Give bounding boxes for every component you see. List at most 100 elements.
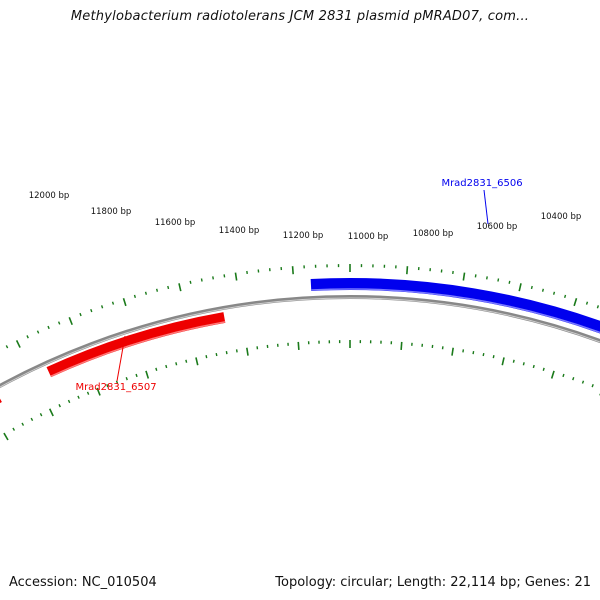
minor-tick <box>492 355 495 359</box>
gene-label[interactable]: Mrad2831_6506 <box>441 178 522 189</box>
scale-label-11200: 11200 bp <box>283 231 324 241</box>
minor-tick <box>532 364 535 369</box>
scale-label-11600: 11600 bp <box>155 218 196 228</box>
major-tick <box>122 298 127 307</box>
minor-tick <box>36 330 40 334</box>
minor-tick <box>79 312 82 317</box>
minor-tick <box>512 359 515 363</box>
major-tick <box>573 298 578 307</box>
minor-tick <box>100 305 104 309</box>
minor-tick <box>212 276 215 280</box>
major-tick <box>3 432 9 441</box>
minor-tick <box>542 367 545 371</box>
minor-tick <box>58 404 61 408</box>
minor-tick <box>585 301 589 305</box>
outer-tick-ring <box>5 264 600 349</box>
major-tick <box>234 272 238 281</box>
minor-tick <box>5 345 9 349</box>
minor-tick <box>21 422 25 426</box>
accession-text: Accession: NC_010504 <box>9 575 157 590</box>
gene-arrow[interactable] <box>0 392 2 480</box>
major-tick <box>501 357 505 366</box>
scale-label-11400: 11400 bp <box>219 226 260 236</box>
minor-tick <box>225 351 228 355</box>
major-tick <box>246 347 249 356</box>
minor-tick <box>581 380 585 384</box>
major-tick <box>15 340 21 348</box>
minor-tick <box>472 351 475 355</box>
minor-tick <box>175 362 178 366</box>
minor-tick <box>133 294 137 299</box>
minor-tick <box>552 291 556 295</box>
major-tick <box>462 272 466 281</box>
minor-tick <box>563 294 567 299</box>
minor-tick <box>522 362 525 366</box>
minor-tick <box>12 427 16 431</box>
gene-arrow[interactable] <box>46 312 226 378</box>
minor-tick <box>144 291 148 295</box>
minor-tick <box>115 380 119 384</box>
minor-tick <box>57 321 61 325</box>
gene-mrad2831-6506[interactable]: Mrad2831_6506 <box>310 178 600 344</box>
major-tick <box>68 317 73 326</box>
gene-arrow[interactable] <box>310 278 600 344</box>
major-tick <box>145 370 150 379</box>
major-tick <box>400 341 403 350</box>
scale-label-10800: 10800 bp <box>413 229 454 239</box>
inner-tick-ring <box>3 340 600 441</box>
minor-tick <box>485 276 488 280</box>
minor-tick <box>47 325 50 330</box>
minor-tick <box>106 384 109 388</box>
map-title: Methylobacterium radiotolerans JCM 2831 … <box>70 9 530 24</box>
major-tick <box>406 266 409 275</box>
minor-tick <box>111 301 115 305</box>
gene-label[interactable]: Mrad2831_6507 <box>75 382 156 393</box>
gene-label-leader <box>116 335 126 382</box>
major-tick <box>291 266 294 275</box>
minor-tick <box>155 367 158 371</box>
gene-mrad2831-6507[interactable]: Mrad2831_6507 <box>0 312 226 480</box>
minor-tick <box>86 391 90 395</box>
major-tick <box>96 387 101 396</box>
minor-tick <box>215 352 218 357</box>
scale-label-12000: 12000 bp <box>29 191 70 201</box>
minor-tick <box>90 308 93 313</box>
major-tick <box>451 347 454 356</box>
gene-arrow-highlight <box>50 321 226 377</box>
minor-tick <box>165 364 168 369</box>
minor-tick <box>155 288 159 292</box>
major-tick <box>48 408 54 417</box>
minor-tick <box>67 399 71 404</box>
minor-tick <box>167 285 170 290</box>
minor-tick <box>189 280 192 284</box>
minor-tick <box>185 359 188 363</box>
gene-arrow-highlight <box>311 288 600 334</box>
minor-tick <box>508 280 511 284</box>
minor-tick <box>541 288 545 292</box>
plasmid-backbone <box>0 295 600 389</box>
minor-tick <box>596 305 600 309</box>
minor-tick <box>482 352 485 357</box>
major-tick <box>297 341 300 350</box>
minor-tick <box>562 373 565 378</box>
scale-label-11800: 11800 bp <box>91 207 132 217</box>
major-tick <box>550 370 555 379</box>
minor-tick <box>572 377 575 381</box>
plasmid-backbone-highlight <box>0 297 600 388</box>
minor-tick <box>125 377 128 381</box>
scale-labels: 12000 bp 11800 bp 11600 bp 11400 bp 1120… <box>29 191 582 242</box>
minor-tick <box>497 278 500 282</box>
scale-label-10600: 10600 bp <box>477 222 518 232</box>
minor-tick <box>26 335 29 339</box>
minor-tick <box>200 278 203 282</box>
major-tick <box>195 357 199 366</box>
minor-tick <box>77 395 80 399</box>
minor-tick <box>205 355 208 359</box>
major-tick <box>518 283 522 292</box>
minor-tick <box>39 413 43 417</box>
major-tick <box>178 283 182 292</box>
minor-tick <box>30 417 34 422</box>
gene-label-leader <box>483 189 489 225</box>
topology-length-genes-text: Topology: circular; Length: 22,114 bp; G… <box>275 575 591 590</box>
